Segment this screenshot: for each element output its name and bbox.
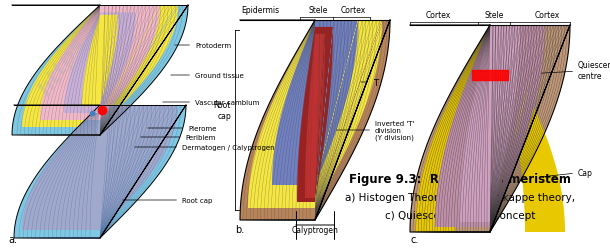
Polygon shape: [410, 26, 570, 232]
Polygon shape: [415, 26, 490, 232]
Text: Vascular cambium: Vascular cambium: [163, 100, 259, 105]
Text: Figure 9.3:  Root apical meristem: Figure 9.3: Root apical meristem: [349, 172, 571, 185]
Text: Root cap: Root cap: [123, 197, 212, 203]
Text: Inverted 'T'
division
(Y division): Inverted 'T' division (Y division): [336, 120, 414, 141]
Text: https: https: [35, 34, 90, 100]
Text: Calyptrogen: Calyptrogen: [292, 225, 339, 234]
Polygon shape: [240, 21, 390, 220]
Polygon shape: [22, 6, 178, 128]
Text: b.: b.: [235, 224, 244, 234]
Text: Stele: Stele: [308, 6, 328, 15]
Polygon shape: [40, 6, 160, 120]
Text: Cortex: Cortex: [340, 6, 365, 15]
Polygon shape: [297, 28, 333, 202]
Text: a.: a.: [8, 234, 17, 244]
Text: Cortex: Cortex: [534, 11, 559, 20]
Text: Plerome: Plerome: [148, 126, 217, 132]
Text: c.: c.: [410, 234, 418, 244]
Text: Epidermis: Epidermis: [241, 6, 279, 15]
Text: Protoderm: Protoderm: [175, 43, 231, 49]
Polygon shape: [14, 106, 186, 238]
Text: Quiescent
centre: Quiescent centre: [511, 61, 610, 80]
Text: T: T: [361, 78, 378, 87]
Text: Ground tissue: Ground tissue: [171, 73, 244, 79]
Text: Periblem: Periblem: [141, 134, 215, 140]
Text: Dermatogen / Calyptrogen: Dermatogen / Calyptrogen: [135, 144, 274, 150]
Polygon shape: [305, 35, 325, 198]
Polygon shape: [490, 26, 565, 232]
Text: Cortex: Cortex: [425, 11, 451, 20]
Text: Cap: Cap: [543, 168, 593, 177]
Polygon shape: [12, 6, 188, 136]
Polygon shape: [82, 16, 118, 106]
Polygon shape: [435, 26, 545, 227]
Text: Stele: Stele: [484, 11, 504, 20]
Text: a) Histogen Theory, b) Korper kappe theory,: a) Histogen Theory, b) Korper kappe theo…: [345, 192, 575, 202]
Text: Root
cap: Root cap: [214, 101, 231, 120]
Polygon shape: [248, 21, 382, 208]
Polygon shape: [272, 21, 358, 185]
Polygon shape: [460, 26, 520, 222]
Polygon shape: [64, 13, 136, 114]
Text: c) Quiescent Centre Concept: c) Quiescent Centre Concept: [385, 210, 535, 220]
Polygon shape: [22, 106, 178, 230]
